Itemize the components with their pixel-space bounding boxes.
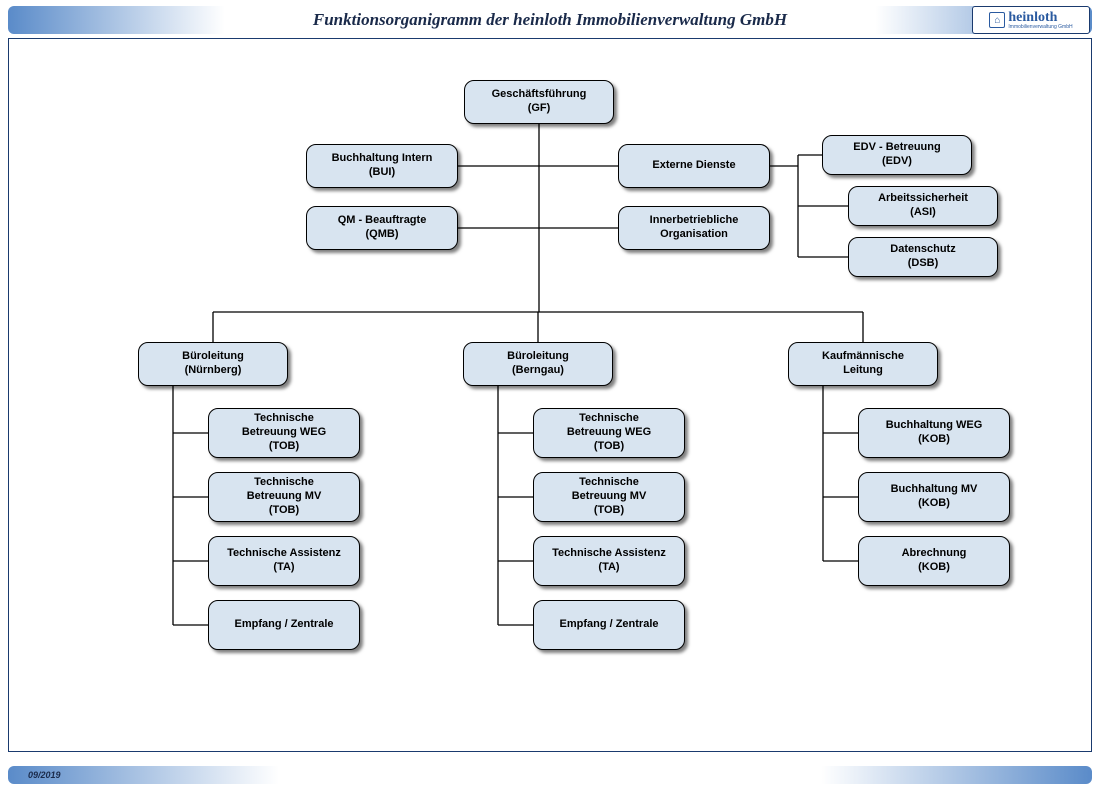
org-node-gf: Geschäftsführung (GF) xyxy=(464,80,614,124)
org-node-edv: EDV - Betreuung (EDV) xyxy=(822,135,972,175)
title-bar: Funktionsorganigramm der heinloth Immobi… xyxy=(8,6,1092,34)
org-node-ibo: Innerbetriebliche Organisation xyxy=(618,206,770,250)
org-node-n1: Technische Betreuung WEG (TOB) xyxy=(208,408,360,458)
org-node-qmb: QM - Beauftragte (QMB) xyxy=(306,206,458,250)
org-node-b2: Technische Betreuung MV (TOB) xyxy=(533,472,685,522)
company-logo: ⌂ heinloth Immobilienverwaltung GmbH xyxy=(972,6,1090,34)
org-node-k3: Abrechnung (KOB) xyxy=(858,536,1010,586)
org-node-asi: Arbeitssicherheit (ASI) xyxy=(848,186,998,226)
org-node-b4: Empfang / Zentrale xyxy=(533,600,685,650)
org-node-k1: Buchhaltung WEG (KOB) xyxy=(858,408,1010,458)
org-node-n4: Empfang / Zentrale xyxy=(208,600,360,650)
footer-date: 09/2019 xyxy=(28,770,61,780)
org-node-blb: Büroleitung (Berngau) xyxy=(463,342,613,386)
footer-bar: 09/2019 xyxy=(8,766,1092,784)
org-node-b1: Technische Betreuung WEG (TOB) xyxy=(533,408,685,458)
org-node-k2: Buchhaltung MV (KOB) xyxy=(858,472,1010,522)
page-title: Funktionsorganigramm der heinloth Immobi… xyxy=(313,10,787,30)
org-node-n2: Technische Betreuung MV (TOB) xyxy=(208,472,360,522)
org-chart-canvas: Geschäftsführung (GF)Buchhaltung Intern … xyxy=(8,38,1092,752)
org-node-ext: Externe Dienste xyxy=(618,144,770,188)
org-node-dsb: Datenschutz (DSB) xyxy=(848,237,998,277)
house-icon: ⌂ xyxy=(989,12,1005,28)
org-node-n3: Technische Assistenz (TA) xyxy=(208,536,360,586)
org-node-bln: Büroleitung (Nürnberg) xyxy=(138,342,288,386)
org-node-bui: Buchhaltung Intern (BUI) xyxy=(306,144,458,188)
logo-main-text: heinloth xyxy=(1008,11,1072,25)
org-node-kl: Kaufmännische Leitung xyxy=(788,342,938,386)
org-node-b3: Technische Assistenz (TA) xyxy=(533,536,685,586)
logo-sub-text: Immobilienverwaltung GmbH xyxy=(1008,25,1072,30)
